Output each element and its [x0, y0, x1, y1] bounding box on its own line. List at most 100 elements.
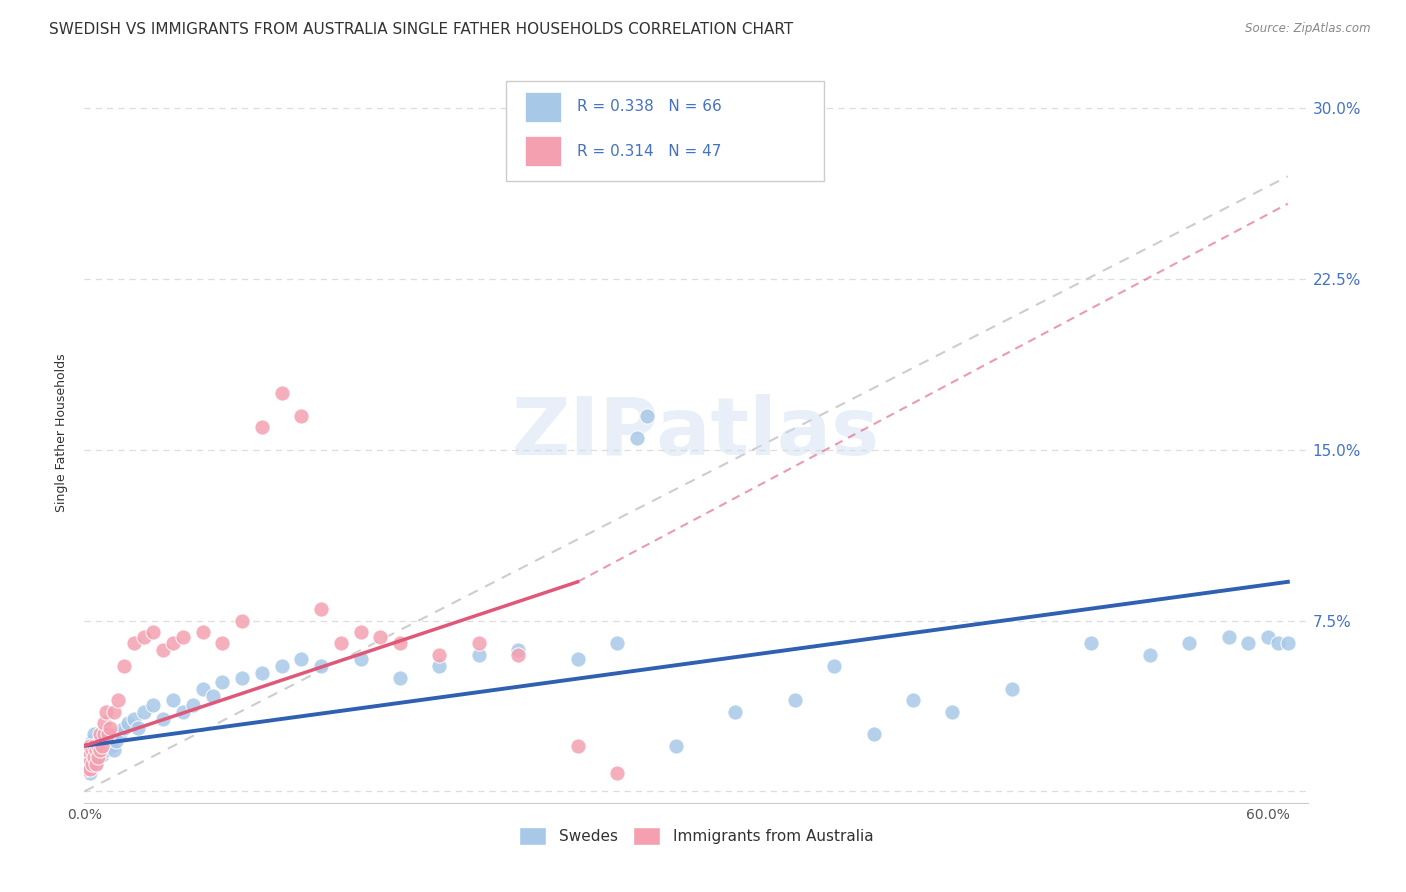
Point	[122, 712, 145, 726]
Point	[112, 721, 135, 735]
Point	[93, 727, 115, 741]
FancyBboxPatch shape	[506, 81, 824, 181]
Point	[142, 698, 165, 712]
Point	[1178, 636, 1201, 650]
Point	[941, 705, 963, 719]
Point	[97, 734, 120, 748]
Point	[389, 671, 412, 685]
Point	[468, 648, 491, 662]
Point	[108, 727, 131, 741]
Point	[636, 409, 658, 423]
Text: SWEDISH VS IMMIGRANTS FROM AUSTRALIA SINGLE FATHER HOUSEHOLDS CORRELATION CHART: SWEDISH VS IMMIGRANTS FROM AUSTRALIA SIN…	[49, 22, 793, 37]
Point	[122, 636, 145, 650]
Text: R = 0.338   N = 66: R = 0.338 N = 66	[578, 99, 723, 114]
Point	[77, 757, 100, 772]
Point	[665, 739, 688, 753]
Point	[82, 743, 104, 757]
Point	[1218, 630, 1240, 644]
Point	[270, 659, 292, 673]
Point	[83, 727, 105, 741]
Point	[87, 739, 110, 753]
Point	[389, 636, 412, 650]
Point	[290, 409, 312, 423]
Point	[606, 636, 628, 650]
Point	[349, 652, 371, 666]
Point	[1277, 636, 1299, 650]
Point	[89, 743, 111, 757]
Point	[132, 705, 155, 719]
Point	[429, 648, 451, 662]
Point	[191, 681, 214, 696]
Point	[79, 762, 101, 776]
Point	[91, 739, 114, 753]
Point	[75, 750, 97, 764]
Point	[104, 734, 127, 748]
Point	[79, 739, 101, 753]
Point	[250, 420, 273, 434]
Point	[368, 630, 391, 644]
Point	[103, 743, 125, 757]
Point	[79, 766, 101, 780]
Point	[89, 727, 111, 741]
Point	[191, 624, 214, 639]
Point	[107, 693, 129, 707]
Point	[98, 727, 121, 741]
Point	[823, 659, 845, 673]
Bar	[524, 92, 561, 121]
Point	[91, 747, 114, 762]
Y-axis label: Single Father Households: Single Father Households	[55, 353, 69, 512]
Point	[162, 636, 184, 650]
Point	[290, 652, 312, 666]
Point	[567, 739, 589, 753]
Point	[508, 648, 530, 662]
Point	[77, 750, 100, 764]
Point	[724, 705, 747, 719]
Point	[75, 762, 97, 776]
Point	[79, 739, 101, 753]
Point	[98, 721, 121, 735]
Point	[83, 739, 105, 753]
Point	[1267, 636, 1289, 650]
Point	[231, 614, 253, 628]
Point	[94, 743, 117, 757]
Point	[103, 705, 125, 719]
Point	[1001, 681, 1024, 696]
Point	[309, 659, 332, 673]
Point	[77, 757, 100, 772]
Point	[1237, 636, 1260, 650]
Point	[626, 431, 648, 445]
Point	[83, 750, 105, 764]
Point	[270, 385, 292, 400]
Point	[309, 602, 332, 616]
Point	[94, 705, 117, 719]
Point	[162, 693, 184, 707]
Point	[211, 636, 233, 650]
Point	[250, 665, 273, 680]
Point	[93, 727, 115, 741]
Point	[231, 671, 253, 685]
Text: R = 0.314   N = 47: R = 0.314 N = 47	[578, 144, 721, 159]
Point	[127, 721, 149, 735]
Text: ZIPatlas: ZIPatlas	[512, 393, 880, 472]
Point	[349, 624, 371, 639]
Point	[87, 750, 110, 764]
Point	[82, 757, 104, 772]
Point	[83, 750, 105, 764]
Point	[901, 693, 924, 707]
Legend: Swedes, Immigrants from Australia: Swedes, Immigrants from Australia	[513, 821, 879, 851]
Point	[567, 652, 589, 666]
Point	[1257, 630, 1279, 644]
Text: Source: ZipAtlas.com: Source: ZipAtlas.com	[1246, 22, 1371, 36]
Point	[783, 693, 806, 707]
Point	[508, 643, 530, 657]
Point	[84, 743, 107, 757]
Point	[132, 630, 155, 644]
Point	[468, 636, 491, 650]
Bar	[524, 136, 561, 166]
Point	[211, 675, 233, 690]
Point	[201, 689, 224, 703]
Point	[606, 766, 628, 780]
Point	[152, 643, 174, 657]
Point	[84, 757, 107, 772]
Point	[84, 757, 107, 772]
